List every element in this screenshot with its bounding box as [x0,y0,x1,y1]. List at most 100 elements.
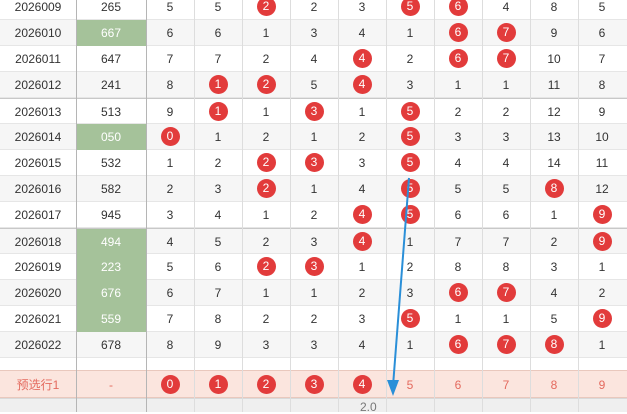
hit-ball: 5 [400,0,420,17]
digit-cell-8: 3 [550,260,558,274]
hit-ball: 6 [448,0,468,17]
digit-cell-3: 4 [310,52,318,66]
digit-cell-6: 1 [454,78,462,92]
column-divider [530,0,531,412]
digit-cell-5: 5 [386,306,434,332]
digit-cell-1: 3 [214,182,222,196]
digit-cell-0: 6 [166,26,174,40]
table-row: 2026021 559 7 8 2 2 3 5 1 1 5 9 [0,306,627,332]
hit-ball: 5 [400,127,420,147]
prediction-digit-6[interactable]: 6 [454,378,462,392]
hit-ball: 4 [352,49,372,69]
prediction-sum: - [109,378,113,392]
digit-cell-6: 4 [454,156,462,170]
column-divider [194,0,195,412]
hit-ball: 4 [352,232,372,252]
hit-ball: 5 [400,102,420,122]
digit-cell-0: 2 [166,182,174,196]
draw-number: 559 [76,306,146,332]
digit-cell-6: 6 [434,46,482,72]
digit-cell-1: 1 [194,72,242,98]
digit-cell-5: 3 [406,286,414,300]
hit-ball: 4 [352,205,372,225]
digit-cell-8: 11 [547,78,561,92]
prediction-digit-5[interactable]: 5 [406,378,414,392]
digit-cell-2: 2 [242,0,290,20]
table-row: 2026020 676 6 7 1 1 2 3 6 7 4 2 [0,280,627,306]
digit-cell-2: 2 [262,52,270,66]
prediction-digit-2[interactable]: 2 [242,371,290,399]
digit-cell-2: 1 [262,105,270,119]
prediction-digit-3[interactable]: 3 [290,371,338,399]
digit-cell-0: 7 [166,52,174,66]
prediction-digit-0[interactable]: 0 [146,371,194,399]
draw-number: 667 [76,20,146,46]
digit-cell-6: 3 [454,130,462,144]
prediction-digit-4[interactable]: 4 [338,371,386,399]
prediction-row[interactable]: 预选行1 - 0 1 2 3 4 5 6 7 8 9 [0,370,627,398]
digit-cell-7: 2 [502,105,510,119]
digit-cell-7: 3 [502,130,510,144]
issue-number: 2026019 [14,260,62,274]
draw-number: 532 [100,156,122,170]
digit-cell-4: 4 [338,46,386,72]
prediction-digit-9[interactable]: 9 [598,378,606,392]
digit-cell-0: 5 [166,0,174,14]
hit-ball: 4 [352,75,372,95]
digit-cell-6: 6 [454,208,462,222]
prediction-ball[interactable]: 4 [352,375,372,395]
digit-cell-0: 0 [146,124,194,150]
digit-cell-3: 3 [290,99,338,125]
digit-cell-7: 4 [502,0,510,14]
prediction-digit-1[interactable]: 1 [194,371,242,399]
hit-ball: 3 [304,257,324,277]
table-row: 2026010 667 6 6 1 3 4 1 6 7 9 6 [0,20,627,46]
digit-cell-4: 3 [358,312,366,326]
digit-cell-9: 1 [598,338,606,352]
digit-cell-2: 1 [262,286,270,300]
hit-ball: 9 [592,205,612,225]
digit-cell-7: 5 [502,182,510,196]
table-row: 2026011 647 7 7 2 4 4 2 6 7 10 7 [0,46,627,72]
digit-cell-5: 5 [386,0,434,20]
digit-cell-6: 6 [434,332,482,358]
hit-ball: 5 [400,153,420,173]
prediction-ball[interactable]: 0 [160,375,180,395]
digit-cell-0: 5 [166,260,174,274]
prediction-ball[interactable]: 1 [208,375,228,395]
prediction-ball[interactable]: 3 [304,375,324,395]
digit-cell-8: 4 [550,286,558,300]
digit-cell-4: 4 [358,182,366,196]
digit-cell-6: 8 [454,260,462,274]
digit-cell-5: 5 [386,124,434,150]
digit-cell-6: 6 [434,20,482,46]
draw-number: 241 [100,78,122,92]
digit-cell-6: 5 [454,182,462,196]
draw-number: 676 [76,280,146,306]
digit-cell-9: 11 [595,156,609,170]
column-divider [290,0,291,412]
digit-cell-8: 8 [550,0,558,14]
digit-cell-7: 1 [502,312,510,326]
digit-cell-1: 1 [214,130,222,144]
prediction-digit-7[interactable]: 7 [502,378,510,392]
hit-ball: 6 [448,23,468,43]
digit-cell-6: 6 [434,0,482,20]
draw-number: 582 [100,182,122,196]
prediction-label: 预选行1 [16,378,60,392]
digit-cell-7: 7 [482,20,530,46]
table-row: 2026016 582 2 3 2 1 4 5 5 5 8 12 [0,176,627,202]
prediction-ball[interactable]: 2 [256,375,276,395]
hit-ball: 2 [256,0,276,17]
prediction-digit-8[interactable]: 8 [550,378,558,392]
digit-cell-2: 3 [262,338,270,352]
column-divider [434,0,435,412]
digit-cell-4: 4 [358,26,366,40]
digit-cell-3: 2 [310,312,318,326]
hit-ball: 6 [448,283,468,303]
hit-ball: 2 [256,153,276,173]
hit-ball: 9 [592,309,612,329]
digit-cell-2: 1 [262,26,270,40]
digit-cell-8: 9 [550,26,558,40]
